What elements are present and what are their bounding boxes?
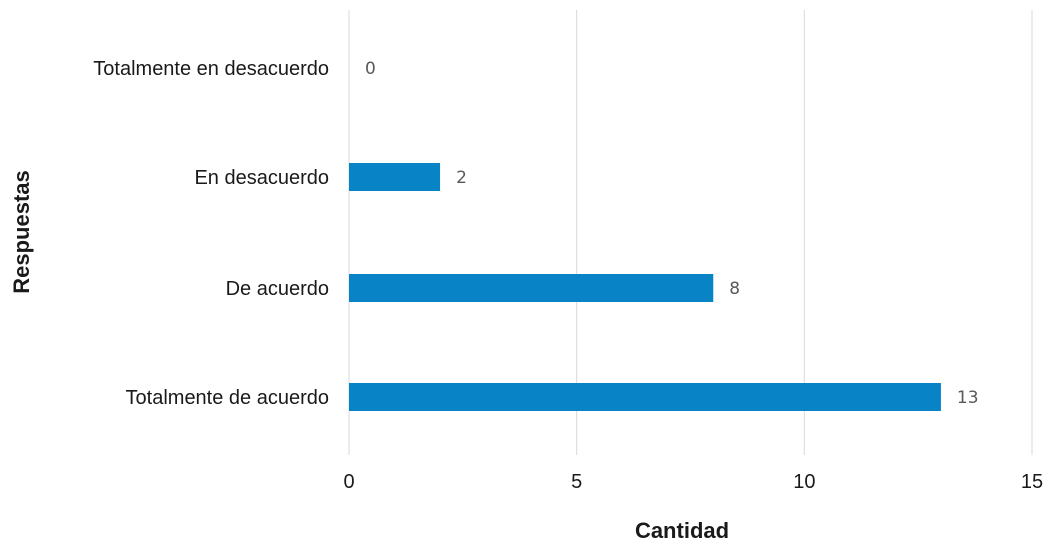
data-label: 0 — [365, 59, 376, 79]
x-tick-label: 5 — [571, 471, 582, 493]
category-label: Totalmente de acuerdo — [126, 387, 329, 409]
data-label: 2 — [456, 168, 467, 188]
category-label: En desacuerdo — [194, 167, 329, 189]
data-label: 13 — [957, 388, 979, 408]
x-tick-labels: 0 5 10 15 — [343, 471, 1043, 493]
x-axis-title: Cantidad — [635, 518, 729, 543]
category-label: Totalmente en desacuerdo — [93, 58, 329, 80]
x-tick-label: 10 — [793, 471, 815, 493]
x-tick-label: 0 — [343, 471, 354, 493]
category-label: De acuerdo — [226, 278, 329, 300]
gridlines — [348, 10, 1033, 455]
data-labels: 0 2 8 13 — [365, 59, 979, 408]
category-labels: Totalmente en desacuerdo En desacuerdo De … — [93, 58, 329, 409]
y-axis-title: Respuestas — [9, 170, 34, 294]
bars — [349, 163, 941, 411]
data-label: 8 — [729, 279, 740, 299]
bar — [349, 274, 714, 302]
bar — [349, 163, 441, 191]
x-tick-label: 15 — [1021, 471, 1043, 493]
bar — [349, 383, 941, 411]
